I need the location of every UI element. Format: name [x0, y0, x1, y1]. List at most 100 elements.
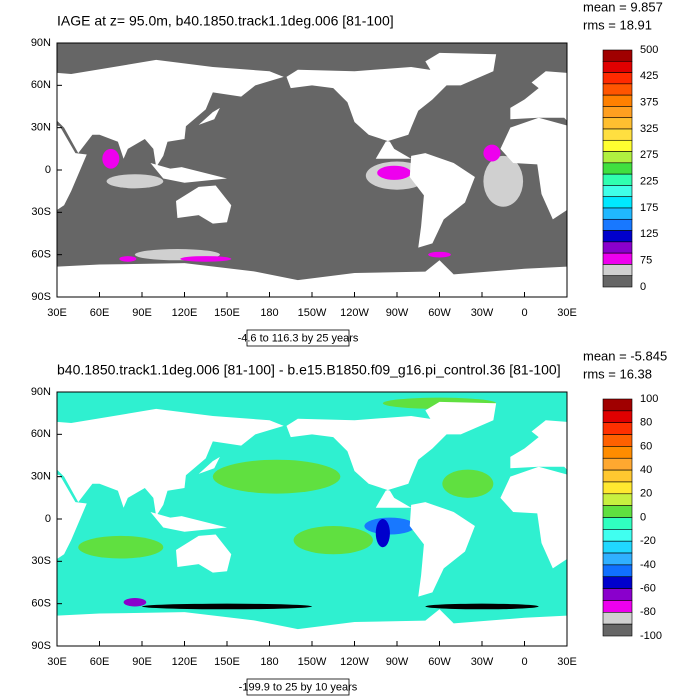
- land: [409, 153, 475, 248]
- land: [686, 186, 700, 224]
- land: [150, 162, 227, 183]
- colorbar-box: [602, 398, 633, 412]
- lon-label: 60E: [90, 656, 110, 668]
- field-patch: [652, 604, 700, 610]
- colorbar-box: [602, 469, 633, 483]
- field-patch: [364, 517, 416, 535]
- colorbar-box: [602, 517, 633, 530]
- field-patch: [180, 256, 232, 262]
- colorbar-box: [602, 540, 633, 554]
- field-patch: [442, 469, 494, 498]
- range-note: -4.6 to 116.3 by 25 years: [238, 332, 359, 344]
- field-patch: [377, 165, 412, 180]
- lon-label: 30E: [47, 307, 67, 319]
- land: [198, 107, 220, 125]
- lon-label: 180: [260, 307, 278, 319]
- colorbar-box: [602, 600, 633, 613]
- land: [57, 125, 87, 210]
- colorbar-box: [602, 588, 633, 601]
- land: [57, 609, 525, 646]
- map-layer: [0, 397, 700, 646]
- lon-label: 30W: [471, 656, 494, 668]
- colorbar-box: [602, 230, 633, 243]
- range-box: [246, 678, 350, 696]
- colorbar-label: -80: [640, 606, 656, 618]
- land: [150, 511, 227, 532]
- land: [524, 615, 567, 646]
- field-patch: [483, 155, 524, 207]
- colorbar-box: [602, 185, 633, 198]
- lat-label: 60S: [31, 249, 51, 261]
- field-patch: [428, 251, 451, 258]
- colorbar-label: 60: [640, 440, 652, 452]
- range-note: -199.9 to 25 by 10 years: [239, 681, 358, 693]
- land: [686, 535, 700, 573]
- colorbar-box: [602, 552, 633, 566]
- land: [500, 466, 567, 569]
- lat-label: 60S: [31, 598, 51, 610]
- colorbar-label: 40: [640, 464, 652, 476]
- colorbar-label: 275: [640, 149, 658, 161]
- lon-label: 150E: [214, 307, 240, 319]
- field-patch: [0, 604, 29, 610]
- colorbar-box: [602, 49, 633, 62]
- colorbar-box: [602, 623, 633, 637]
- rms-stat: rms = 16.38: [583, 366, 652, 381]
- colorbar-box: [602, 60, 633, 73]
- land: [0, 609, 15, 646]
- colorbar-box: [602, 72, 633, 85]
- land: [57, 260, 525, 297]
- lat-label: 60N: [31, 79, 51, 91]
- colorbar-label: 0: [640, 281, 646, 293]
- land: [286, 66, 447, 159]
- lat-label: 60N: [31, 428, 51, 440]
- lon-label: 120E: [172, 307, 198, 319]
- colorbar-box: [602, 83, 633, 96]
- land: [425, 52, 497, 86]
- colorbar-label: 425: [640, 70, 658, 82]
- land: [409, 502, 475, 597]
- colorbar-box: [602, 196, 633, 209]
- colorbar-box: [602, 207, 633, 220]
- lon-label: 90E: [132, 307, 152, 319]
- colorbar-box: [602, 410, 633, 424]
- colorbar-label: 375: [640, 97, 658, 109]
- field-patch: [425, 603, 539, 610]
- rms-stat: rms = 18.91: [583, 17, 652, 32]
- colorbar-label: -20: [640, 535, 656, 547]
- colorbar-box: [602, 264, 633, 277]
- field-patch: [119, 256, 137, 262]
- lon-label: 180: [260, 656, 278, 668]
- land: [176, 185, 232, 224]
- land: [0, 260, 15, 297]
- colorbar-box: [602, 241, 633, 254]
- lat-label: 30S: [31, 555, 51, 567]
- field-patch: [142, 603, 312, 610]
- colorbar-box: [602, 493, 633, 506]
- panel-title: IAGE at z= 95.0m, b40.1850.track1.1deg.0…: [57, 13, 394, 29]
- colorbar-box: [602, 505, 633, 518]
- land: [661, 512, 700, 532]
- colorbar-box: [602, 106, 633, 119]
- colorbar-label: 325: [640, 123, 658, 135]
- colorbar-label: 175: [640, 202, 658, 214]
- colorbar-label: -60: [640, 583, 656, 595]
- lon-label: 150W: [298, 656, 327, 668]
- field-patch: [293, 526, 373, 555]
- land: [425, 401, 497, 435]
- lon-label: 30W: [471, 307, 494, 319]
- colorbar-box: [602, 173, 633, 186]
- land: [198, 456, 220, 474]
- lon-label: 60W: [428, 656, 451, 668]
- colorbar-box: [602, 481, 633, 495]
- land: [524, 266, 567, 297]
- land: [286, 415, 447, 508]
- mean-stat: mean = -5.845: [583, 348, 667, 363]
- lon-label: 120E: [172, 656, 198, 668]
- lon-label: 0: [521, 656, 527, 668]
- lon-label: 150W: [298, 307, 327, 319]
- land: [57, 59, 284, 168]
- colorbar-label: 500: [640, 44, 658, 56]
- colorbar-box: [602, 576, 633, 589]
